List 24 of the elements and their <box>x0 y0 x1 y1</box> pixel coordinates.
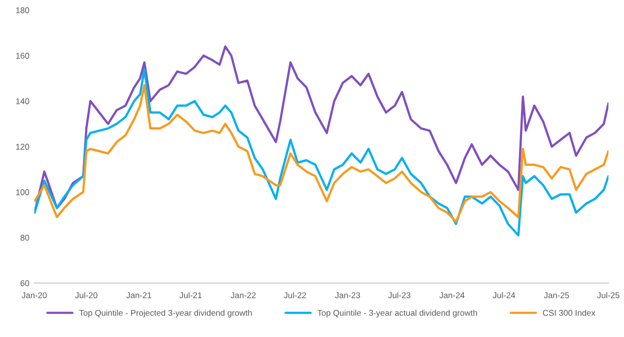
x-tick-label: Jul-23 <box>388 292 410 298</box>
x-tick-label: Jan-20 <box>22 292 47 298</box>
y-tick-label: 100 <box>16 189 30 196</box>
legend-label: Top Quintile - Projected 3-year dividend growth <box>79 310 252 318</box>
x-tick-label: Jan-21 <box>126 292 152 298</box>
y-tick-label: 60 <box>20 280 30 286</box>
x-tick-label: Jul-21 <box>179 292 202 298</box>
x-tick-label: Jan-22 <box>230 292 256 298</box>
line-series <box>34 84 608 223</box>
y-tick-label: 160 <box>16 52 30 59</box>
y-tick-label: 80 <box>20 234 30 241</box>
y-tick-label: 120 <box>16 144 30 150</box>
x-tick-label: Jan-25 <box>544 292 570 298</box>
legend-label: CSI 300 Index <box>542 310 596 316</box>
y-tick-label: 180 <box>16 7 30 14</box>
x-tick-label: Jul-20 <box>75 292 98 298</box>
x-tick-label: Jan-23 <box>335 292 360 298</box>
x-tick-label: Jan-24 <box>439 292 465 298</box>
y-tick-label: 140 <box>16 98 30 104</box>
legend-label: Top Quintile - 3-year actual dividend growth <box>317 310 477 318</box>
x-tick-label: Jul-24 <box>492 292 516 298</box>
line-series <box>34 68 608 236</box>
x-tick-label: Jul-22 <box>284 292 306 298</box>
x-tick-label: Jul-25 <box>597 292 620 298</box>
